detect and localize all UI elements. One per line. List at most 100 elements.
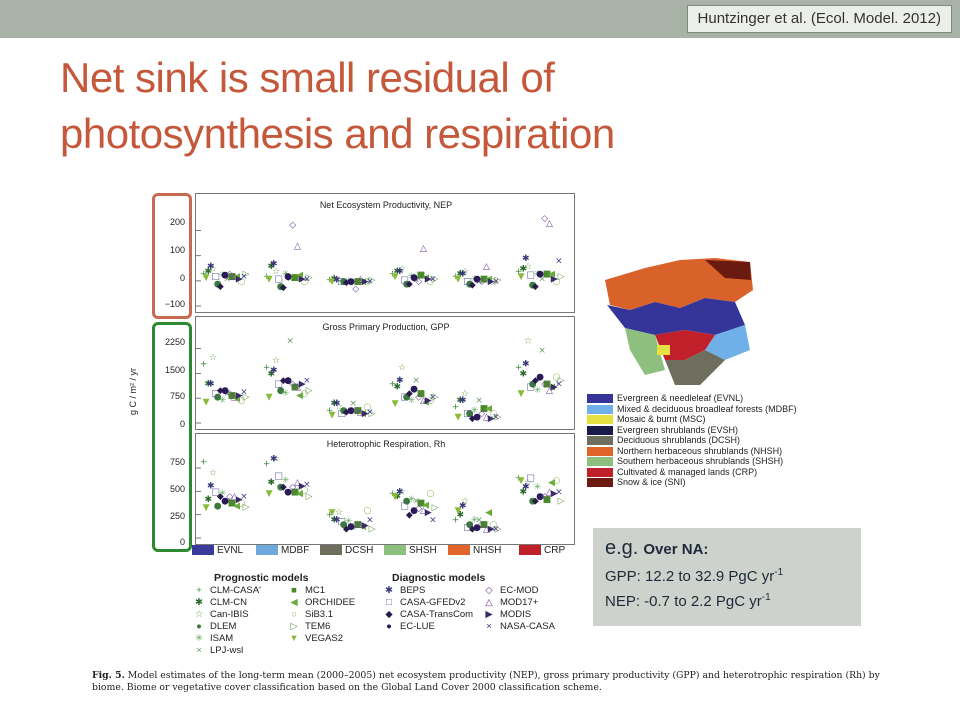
point-beps-nhsh: ✱ <box>459 396 467 406</box>
point-clm-cn-crp: ✱ <box>520 264 528 274</box>
point-orchidee-shsh: ◀ <box>422 398 429 408</box>
point-mod17--nhsh: △ <box>483 262 490 272</box>
point-dlem-evnl: ● <box>214 501 222 511</box>
point-modis-shsh: ▶ <box>425 508 432 518</box>
point-can-ibis-shsh: ☆ <box>398 487 406 497</box>
legend-glyph: ● <box>386 621 392 632</box>
legend-glyph: + <box>196 585 202 596</box>
point-orchidee-mdbf: ◀ <box>296 489 303 499</box>
point-nasa-casa-dcsh: × <box>366 407 374 417</box>
point-isam-evnl: ✳ <box>219 396 227 406</box>
point-ec-mod-nhsh: ◇ <box>478 409 485 419</box>
point-mc1-mdbf: ■ <box>291 273 300 283</box>
point-modis-mdbf: ▶ <box>299 379 306 389</box>
point-modis-nhsh: ▶ <box>488 414 495 424</box>
point-mod17--shsh: △ <box>420 244 427 254</box>
point-sib3-1-dcsh: ○ <box>363 506 371 516</box>
biome-dcsh: DCSH <box>320 545 373 556</box>
point-modis-mdbf: ▶ <box>299 274 306 284</box>
gpp-plot: + +++++✱✱✱✱✱✱☆ ☆☆☆☆☆●●●●●●✳✳✳✳✳✳××××××■■■■… <box>196 336 565 424</box>
point-orchidee-shsh: ◀ <box>422 500 429 510</box>
legend-label: MC1 <box>305 585 326 596</box>
point-ec-lue-nhsh: ● <box>473 274 481 284</box>
point-mc1-nhsh: ■ <box>480 274 489 284</box>
point-lpj-wsl-crp: × <box>538 346 546 356</box>
rh-tick-250: 250 <box>169 511 185 521</box>
point-tem6-nhsh: ▷ <box>495 525 502 535</box>
point-clm-cn-shsh: ✱ <box>394 267 402 277</box>
map-boreal-forest <box>607 298 745 335</box>
point-sib3-1-evnl: ○ <box>237 396 245 406</box>
legend-glyph: ■ <box>291 585 297 596</box>
point-mc1-crp: ■ <box>543 269 552 279</box>
point-ec-mod-shsh: ◇ <box>415 277 422 287</box>
point-modis-evnl: ▶ <box>236 274 243 284</box>
note-nep-line: NEP: -0.7 to 2.2 PgC yr-1 <box>605 592 771 610</box>
point-can-ibis-nhsh: ☆ <box>461 389 469 399</box>
point-vegas2-crp: ▼ <box>518 476 525 486</box>
point-modis-nhsh: ▶ <box>488 525 495 535</box>
rh-tick-750: 750 <box>169 457 185 467</box>
point-clm-cn-evnl: ✱ <box>205 495 213 505</box>
point-mc1-evnl: ■ <box>228 499 237 509</box>
point-casa-gfedv2-crp: □ <box>526 473 535 483</box>
biome-color-legend: EVNL MDBF DCSH SHSH NHSH CRP <box>192 545 580 561</box>
point-sib3-1-mdbf: ○ <box>300 389 308 399</box>
point-lpj-wsl-mdbf: × <box>286 274 294 284</box>
point-ec-lue-crp: ● <box>536 492 544 502</box>
point-isam-shsh: ✳ <box>408 396 416 406</box>
point-orchidee-crp: ◀ <box>548 383 555 393</box>
point-ec-mod-evnl: ◇ <box>226 269 233 279</box>
legend-item-modis: ▶ MODIS <box>482 609 531 620</box>
nep-tick-100: 100 <box>169 245 185 255</box>
biome-mdbf-swatch <box>256 545 278 556</box>
map-legend-crp: Cultivated & managed lands (CRP) <box>587 467 817 478</box>
point-dlem-dcsh: ● <box>340 520 348 530</box>
legend-glyph: ○ <box>291 609 297 620</box>
point-sib3-1-evnl: ○ <box>237 277 245 287</box>
map-deciduous-shrubland <box>665 350 725 385</box>
point-clm-casa--nhsh: + <box>452 272 460 282</box>
nep-tick-0: 0 <box>179 273 185 283</box>
nep-tick-neg100: −100 <box>164 299 185 309</box>
biome-nhsh: NHSH <box>448 545 501 556</box>
legend-glyph: ▶ <box>485 609 493 620</box>
point-ec-mod-mdbf: ◇ <box>289 483 296 493</box>
legend-item-ec-lue: ● EC-LUE <box>382 621 435 632</box>
point-mod17--mdbf: △ <box>294 383 301 393</box>
map-legend-crp-swatch <box>587 467 613 477</box>
legend-item-tem6: ▷ TEM6 <box>287 621 330 632</box>
point-casa-transcom-dcsh: ◆ <box>343 278 350 288</box>
point-modis-shsh: ▶ <box>425 396 432 406</box>
point-isam-evnl: ✳ <box>219 271 227 281</box>
biome-nhsh-swatch <box>448 545 470 556</box>
point-beps-evnl: ✱ <box>207 379 215 389</box>
point-clm-cn-dcsh: ✱ <box>331 399 339 409</box>
point-orchidee-mdbf: ◀ <box>296 391 303 401</box>
point-beps-dcsh: ✱ <box>333 276 341 286</box>
map-legend-evnl-swatch <box>587 394 613 404</box>
note-heading: e.g. Over NA: <box>605 537 709 559</box>
legend-item-vegas2: ▼ VEGAS2 <box>287 633 343 644</box>
point-can-ibis-shsh: ☆ <box>398 264 406 274</box>
legend-label: EC-LUE <box>400 621 435 632</box>
point-orchidee-evnl: ◀ <box>233 501 240 511</box>
point-orchidee-mdbf: ◀ <box>296 271 303 281</box>
point-sib3-1-mdbf: ○ <box>300 277 308 287</box>
map-legend-evsh-swatch <box>587 425 613 435</box>
point-ec-mod-dcsh: ◇ <box>352 406 359 416</box>
point-can-ibis-nhsh: ☆ <box>461 497 469 507</box>
point-dlem-shsh: ● <box>403 497 411 507</box>
point-mc1-dcsh: ■ <box>354 277 363 287</box>
point-mc1-dcsh: ■ <box>354 406 363 416</box>
point-beps-nhsh: ✱ <box>459 269 467 279</box>
point-dlem-evnl: ● <box>214 393 222 403</box>
point-casa-transcom-shsh: ◆ <box>406 389 413 399</box>
legend-glyph: ● <box>196 621 202 632</box>
point-clm-cn-nhsh: ✱ <box>457 396 465 406</box>
gpp-tick-750: 750 <box>169 391 185 401</box>
point-ec-lue-dcsh: ● <box>347 277 355 287</box>
point-mod17--crp: △ <box>546 487 553 497</box>
legend-label: LPJ-wsl <box>210 645 244 656</box>
legend-item-beps: ✱ BEPS <box>382 585 425 596</box>
